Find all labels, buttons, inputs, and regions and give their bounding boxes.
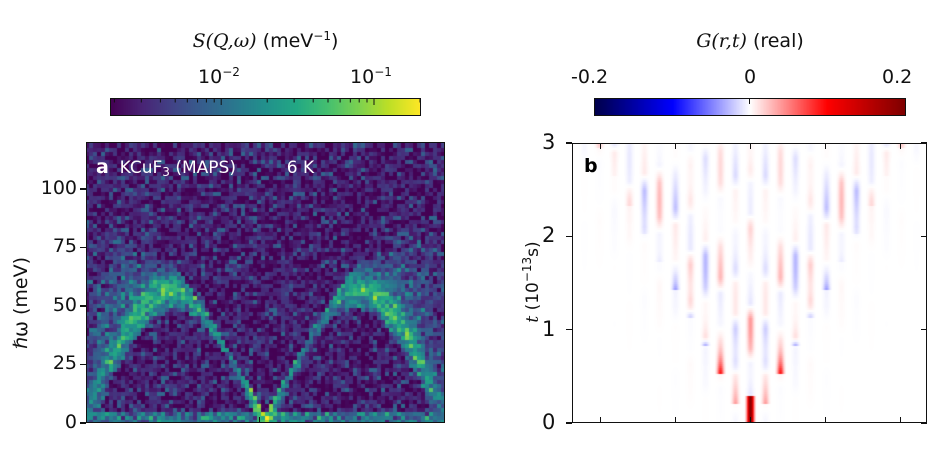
colorbar-a-tick-label-0: 10−2 [198,65,240,88]
panel-a-sample: KCuF [119,158,163,178]
panel-b-ytick-right [921,329,927,331]
panel-b-label: b [584,155,598,177]
panel-b-ytick-right [921,235,927,238]
panel-b-frame [572,143,927,423]
panel-a-ytick [80,422,86,424]
panel-a-plot: a KCuF3 (MAPS) 6 K [86,142,445,423]
panel-a-label: a [96,156,109,178]
panel-a-ylabel: ℏω (meV) [10,257,32,350]
panel-b-ytick-label: 3 [542,130,556,154]
panel-a-ytick-label: 100 [40,176,77,199]
colorbar-b-tick-label-1: 0 [744,66,757,88]
colorbar-b-note: (real) [752,30,804,52]
colorbar-a-ticks [113,99,420,105]
panel-b-xtick-top [750,143,752,149]
panel-a-xtick-center [259,417,261,423]
panel-a-ytick [80,246,86,249]
colorbar-a-close: ) [330,30,339,52]
panel-a-sample-sub: 3 [162,165,170,179]
panel-a-ytick-label: 0 [64,411,77,433]
panel-b-xtick-bottom [600,417,602,423]
panel-a-instrument: (MAPS) [175,158,236,178]
colorbar-a-title: S(Q,ω) (meV−1) [110,30,421,52]
colorbar-a-func: S(Q,ω) [192,30,257,52]
panel-b-ytick [566,329,572,331]
panel-b-xtick-top [600,143,602,149]
panel-a-annotation: a KCuF3 (MAPS) 6 K [96,156,314,178]
panel-b-xtick-bottom [750,417,752,423]
panel-b-xtick-bottom [825,417,827,423]
panel-a-ytick [80,305,86,307]
panel-a-ytick-label: 75 [52,235,77,258]
panel-b-ytick-right [921,142,927,144]
panel-a-heatmap [86,142,445,423]
panel-b-xtick-bottom [675,417,677,423]
colorbar-b-title: G(r,t) (real) [594,30,906,52]
panel-b-ylabel: t (10−13s) [520,241,543,323]
panel-a-ytick-label: 25 [52,352,77,375]
colorbar-a-unit: (meV [262,30,314,52]
colorbar-a-tick-label-1: 10−1 [350,65,392,88]
colorbar-b [594,98,906,116]
colorbar-b-zero-tick [749,99,751,104]
panel-a-ytick [80,188,86,190]
panel-a-temperature: 6 K [286,158,315,178]
panel-b-ytick-label: 0 [542,410,556,434]
colorbar-b-gradient [595,99,905,115]
colorbar-a [110,98,421,116]
panel-a-ytick-label: 50 [52,293,77,316]
panel-b-xtick-bottom [900,417,902,423]
panel-b-ylabel-var: t [523,315,543,323]
panel-b-ytick [566,422,572,424]
colorbar-a-gradient [111,99,420,115]
panel-b-ytick-label: 1 [542,316,556,341]
panel-b-ytick-right [921,422,927,424]
panel-b-xtick-top [825,143,827,149]
panel-b-ytick [566,142,572,144]
panel-a-frame [86,142,445,423]
panel-a-ytick [80,363,86,366]
colorbar-b-func: G(r,t) [696,30,747,52]
panel-b-xtick-top [900,143,902,149]
panel-b-heatmap [572,143,927,423]
colorbar-b-tick-label-0: -0.2 [571,66,609,88]
colorbar-b-tick-label-2: 0.2 [882,66,913,88]
panel-b-plot: b [572,143,927,423]
panel-b-ytick [566,235,572,238]
panel-b-ytick-label: 2 [542,223,556,248]
panel-b-xtick-top [675,143,677,149]
colorbar-a-unit-exp: −1 [313,29,331,43]
